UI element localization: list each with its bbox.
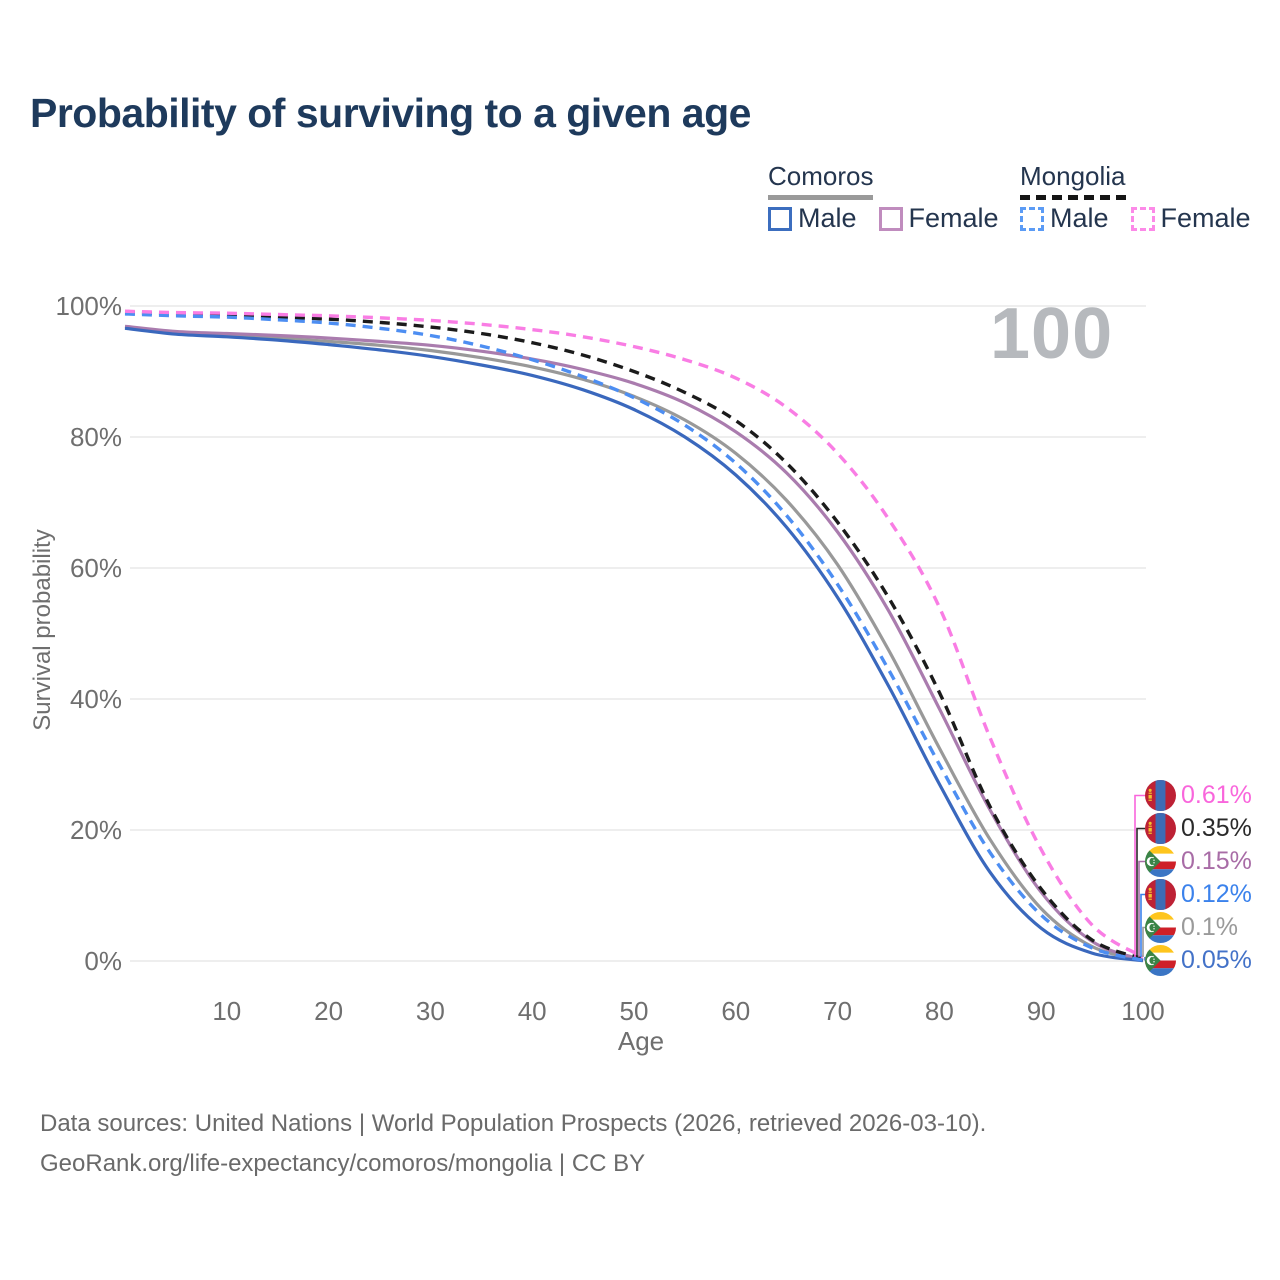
end-label-comoros-female: 0.15% — [1145, 845, 1252, 878]
label-connector — [1136, 827, 1145, 957]
series-line-comoros-female — [124, 324, 1144, 962]
x-tick-label: 70 — [823, 996, 853, 1026]
legend-title-comoros: Comoros — [768, 161, 874, 200]
comoros-flag-icon — [1145, 846, 1176, 877]
legend-label: Female — [1160, 203, 1251, 233]
mongolia-flag-icon — [1145, 780, 1176, 811]
x-tick-label: 90 — [1026, 996, 1056, 1026]
legend-item-comoros-male[interactable]: Male — [768, 203, 857, 234]
series-line-mongolia-all — [124, 310, 1144, 961]
page-title: Probability of surviving to a given age — [30, 90, 751, 136]
legend-label: Female — [908, 203, 999, 233]
x-tick-label: 40 — [517, 996, 547, 1026]
x-tick-label: 50 — [619, 996, 649, 1026]
legend-item-mongolia-male[interactable]: Male — [1020, 203, 1109, 234]
legend-group-mongolia: Mongolia — [1020, 161, 1126, 200]
mongolia-flag-icon — [1145, 813, 1176, 844]
end-label-mongolia-all: 0.35% — [1145, 812, 1252, 845]
end-label-comoros-all: 0.1% — [1145, 911, 1252, 944]
mongolia-flag-icon — [1145, 879, 1176, 910]
end-label-value: 0.15% — [1181, 847, 1252, 875]
x-tick-label: 100 — [1121, 996, 1165, 1026]
series-line-comoros-all — [124, 325, 1144, 962]
mongolia-female-swatch — [1130, 206, 1155, 231]
comoros-flag-icon — [1145, 945, 1176, 976]
end-label-value: 0.61% — [1181, 781, 1252, 809]
y-tick-label: 80% — [69, 422, 122, 452]
comoros-male-swatch — [768, 206, 792, 231]
comoros-female-swatch — [878, 206, 903, 231]
legend-title-mongolia: Mongolia — [1020, 161, 1126, 200]
series-line-comoros-male — [124, 326, 1144, 963]
series-line-mongolia-female — [124, 309, 1144, 959]
mongolia-male-swatch — [1020, 206, 1044, 231]
series-line-mongolia-male — [124, 312, 1144, 962]
age-counter-watermark: 100 — [990, 294, 1114, 374]
comoros-flag-icon — [1145, 912, 1176, 943]
end-label-comoros-male: 0.05% — [1145, 944, 1252, 977]
legend-items-mongolia: Male Female — [1020, 203, 1251, 234]
end-label-value: 0.05% — [1181, 946, 1252, 974]
legend-label: Male — [798, 203, 857, 233]
y-tick-label: 20% — [69, 815, 122, 845]
x-tick-label: 10 — [212, 996, 242, 1026]
legend-item-comoros-female[interactable]: Female — [878, 203, 999, 234]
x-tick-label: 20 — [314, 996, 344, 1026]
x-tick-label: 30 — [415, 996, 445, 1026]
y-tick-label: 40% — [69, 684, 122, 714]
footer: Data sources: United Nations | World Pop… — [40, 1104, 986, 1184]
label-connector — [1134, 794, 1145, 957]
legend-items-comoros: Male Female — [768, 203, 999, 234]
attribution-line: GeoRank.org/life-expectancy/comoros/mong… — [40, 1150, 646, 1177]
end-label-value: 0.12% — [1181, 880, 1252, 908]
y-axis-title: Survival probability — [29, 529, 56, 731]
end-label-value: 0.1% — [1181, 913, 1238, 941]
y-tick-label: 100% — [55, 291, 123, 321]
legend-label: Male — [1050, 203, 1109, 233]
end-label-mongolia-female: 0.61% — [1145, 779, 1252, 812]
data-sources-line: Data sources: United Nations | World Pop… — [40, 1110, 987, 1137]
x-tick-label: 60 — [721, 996, 751, 1026]
legend-item-mongolia-female[interactable]: Female — [1130, 203, 1251, 234]
x-tick-label: 80 — [924, 996, 954, 1026]
x-axis-title: Age — [617, 1026, 665, 1056]
end-label-value: 0.35% — [1181, 814, 1252, 842]
end-value-labels: 0.61% 0.35% 0.15% 0.12% 0.1% 0.05% — [1145, 779, 1252, 977]
legend-group-comoros: Comoros — [768, 161, 874, 200]
y-tick-label: 0% — [84, 946, 122, 976]
y-tick-label: 60% — [69, 553, 122, 583]
end-label-mongolia-male: 0.12% — [1145, 878, 1252, 911]
